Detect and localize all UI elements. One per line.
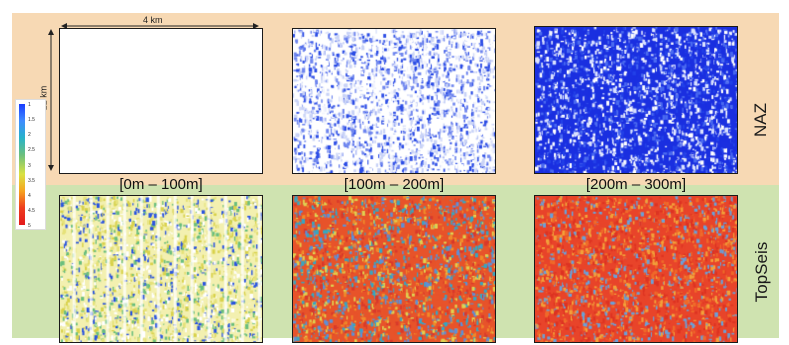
legend-tick: 4.5	[28, 207, 35, 214]
legend-tick: 5	[28, 223, 31, 229]
width-label: 4 km	[143, 15, 163, 25]
row-label-naz: NAZ	[751, 103, 770, 137]
naz-panel-200-300	[534, 26, 738, 174]
topseis-panel-100-200	[292, 195, 496, 343]
legend-tick: 1.5	[28, 117, 35, 124]
legend-tick: 3	[28, 162, 31, 169]
legend-tick: 1	[28, 102, 31, 108]
topseis-panel-200-300	[534, 195, 738, 343]
range-label-1: [100m – 200m]	[343, 176, 445, 193]
row-label-topseis: TopSeis	[752, 241, 772, 303]
range-label-2: [200m – 300m]	[585, 176, 687, 193]
color-scale-legend: 1 1.5 2 2.5 3 3.5 4 4.5 5	[15, 99, 46, 230]
legend-tick: 2.5	[28, 147, 35, 154]
naz-panel-100-200	[292, 28, 496, 174]
color-scale-bar	[19, 104, 25, 225]
topseis-panel-0-100	[59, 195, 263, 343]
legend-tick: 2	[28, 132, 31, 139]
legend-tick: 3.5	[28, 177, 35, 184]
naz-panel-0-100	[59, 28, 263, 174]
legend-tick: 4	[28, 192, 31, 199]
range-label-0: [0m – 100m]	[119, 176, 203, 193]
